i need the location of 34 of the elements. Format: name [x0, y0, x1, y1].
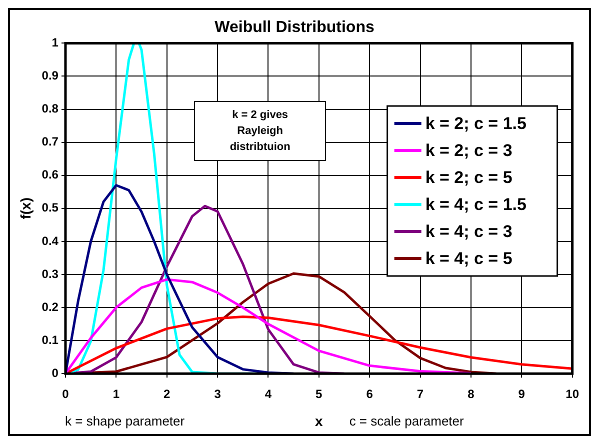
- y-tick-label: 0.7: [42, 134, 59, 149]
- legend-label: k = 4; c = 1.5: [425, 195, 526, 214]
- text: c = scale parameter: [349, 414, 465, 429]
- x-tick-label: 8: [468, 387, 475, 402]
- y-tick-label: 0.2: [42, 300, 59, 314]
- y-tick-label: 1: [52, 36, 59, 50]
- y-tick-label: 0.1: [42, 332, 59, 347]
- x-tick-label: 1: [112, 387, 120, 402]
- legend-label: k = 4; c = 3: [425, 222, 512, 242]
- x-tick-label: 5: [316, 387, 323, 402]
- text: k = shape parameter: [65, 414, 186, 429]
- legend-label: k = 2; c = 3: [425, 141, 512, 160]
- x-tick-label: 10: [566, 387, 580, 402]
- x-tick-label: 7: [416, 387, 424, 402]
- x-tick-label: 3: [214, 387, 222, 402]
- legend-label: k = 2; c = 1.5: [425, 114, 526, 134]
- chart-title: Weibull Distributions: [214, 19, 374, 36]
- x-tick-label: 0: [62, 387, 70, 402]
- x-tick-label: 9: [518, 387, 526, 402]
- x-axis-title: x: [315, 412, 324, 429]
- x-tick-label: 2: [164, 387, 171, 402]
- y-tick-label: 0: [52, 366, 59, 380]
- y-tick-label: 0.4: [42, 234, 59, 248]
- y-tick-label: 0.9: [42, 68, 59, 83]
- y-tick-label: 0.3: [42, 266, 59, 281]
- x-tick-label: 6: [366, 387, 374, 402]
- y-tick-label: 0.5: [42, 200, 59, 215]
- y-tick-label: 0.8: [42, 102, 59, 116]
- y-tick-label: 0.6: [42, 168, 59, 182]
- legend-label: k = 4; c = 5: [425, 249, 512, 268]
- legend-label: k = 2; c = 5: [425, 168, 512, 188]
- y-axis-title: f(x): [17, 198, 34, 220]
- x-tick-label: 4: [264, 387, 272, 402]
- note-box: k = 2 gives Rayleigh distribtuion: [194, 101, 326, 162]
